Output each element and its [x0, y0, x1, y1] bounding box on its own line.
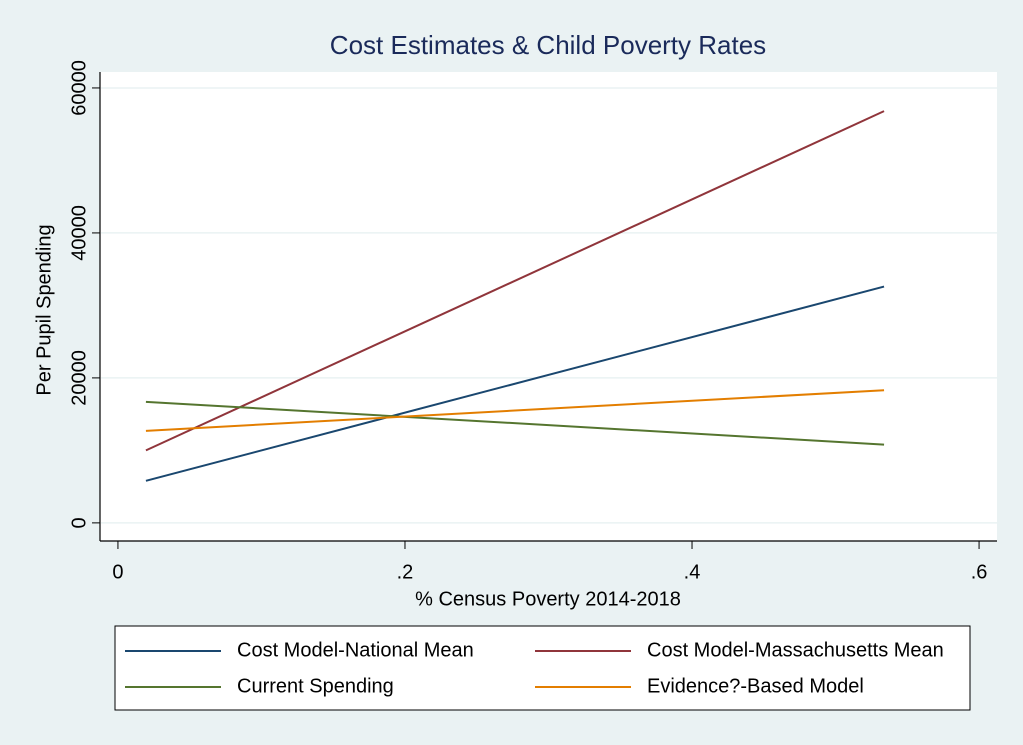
line — [145, 389, 885, 432]
y-tick-label: 20000 — [68, 350, 90, 406]
x-axis-title: % Census Poverty 2014-2018 — [415, 588, 681, 610]
legend-label: Cost Model-National Mean — [237, 639, 474, 661]
x-tick-label: .2 — [397, 561, 414, 583]
y-tick-label: 0 — [68, 517, 90, 528]
line — [145, 110, 885, 452]
y-tick-label: 60000 — [68, 60, 90, 116]
y-tick-label: 40000 — [68, 205, 90, 261]
line — [145, 400, 885, 446]
chart-title: Cost Estimates & Child Poverty Rates — [330, 30, 766, 60]
legend-label: Current Spending — [237, 675, 394, 697]
x-tick-label: 0 — [112, 561, 123, 583]
x-tick-label: .4 — [684, 561, 701, 583]
y-axis-title: Per Pupil Spending — [33, 224, 55, 395]
x-tick-label: .6 — [971, 561, 988, 583]
line — [145, 285, 885, 482]
plot-area — [100, 72, 997, 541]
legend-label: Evidence?-Based Model — [647, 675, 864, 697]
legend-label: Cost Model-Massachusetts Mean — [647, 639, 944, 661]
legend-box — [114, 625, 971, 711]
